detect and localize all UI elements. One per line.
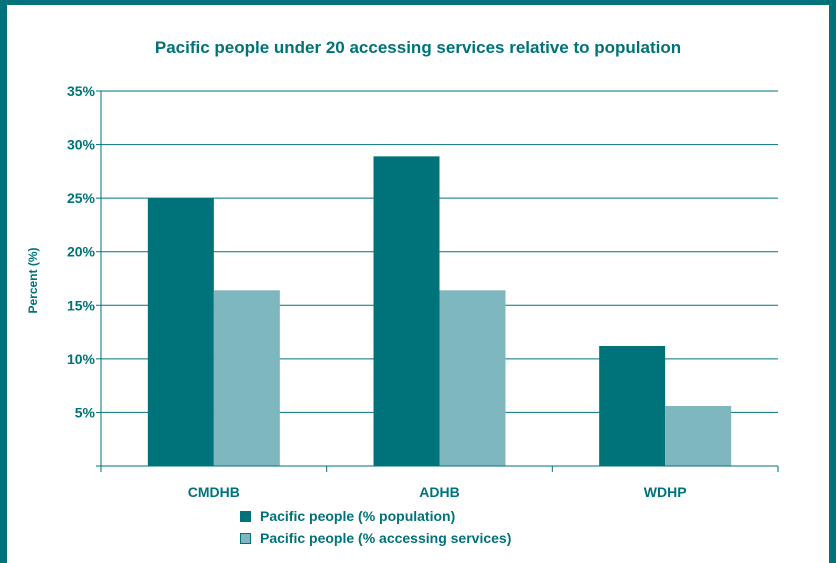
x-tick-label: ADHB bbox=[419, 484, 459, 500]
x-tick-label: WDHP bbox=[644, 484, 687, 500]
y-tick-label: 30% bbox=[67, 137, 96, 153]
legend-swatch-population bbox=[240, 510, 251, 522]
y-axis-title: Percent (%) bbox=[26, 247, 40, 313]
legend: Pacific people (% population) Pacific pe… bbox=[240, 505, 511, 549]
legend-item-accessing-services: Pacific people (% accessing services) bbox=[240, 527, 511, 549]
legend-item-population: Pacific people (% population) bbox=[240, 505, 511, 527]
bar bbox=[147, 198, 214, 466]
y-tick-label: 20% bbox=[67, 244, 96, 260]
chart-title: Pacific people under 20 accessing servic… bbox=[154, 38, 682, 57]
bars bbox=[147, 156, 732, 466]
legend-label-population: Pacific people (% population) bbox=[260, 508, 456, 524]
y-tick-label: 25% bbox=[67, 190, 96, 206]
bar bbox=[439, 290, 506, 466]
y-tick-label: 5% bbox=[75, 404, 96, 420]
axis-labels: 5% 10% 15% 20% 25% 30% 35% CMDHB ADHB WDHP bbox=[67, 83, 687, 500]
y-tick-label: 15% bbox=[67, 297, 96, 313]
x-tick-label: CMDHB bbox=[188, 484, 240, 500]
bar bbox=[373, 156, 440, 466]
legend-label-accessing-services: Pacific people (% accessing services) bbox=[260, 530, 512, 546]
bar-chart: 5% 10% 15% 20% 25% 30% 35% CMDHB ADHB WDHP Percen… bbox=[26, 83, 779, 500]
legend-swatch-accessing-services bbox=[240, 532, 251, 544]
y-tick-label: 10% bbox=[67, 351, 96, 367]
y-tick-label: 35% bbox=[67, 83, 96, 99]
axes bbox=[96, 90, 779, 472]
bar bbox=[213, 290, 280, 466]
bar bbox=[665, 406, 732, 466]
bar bbox=[599, 346, 666, 466]
